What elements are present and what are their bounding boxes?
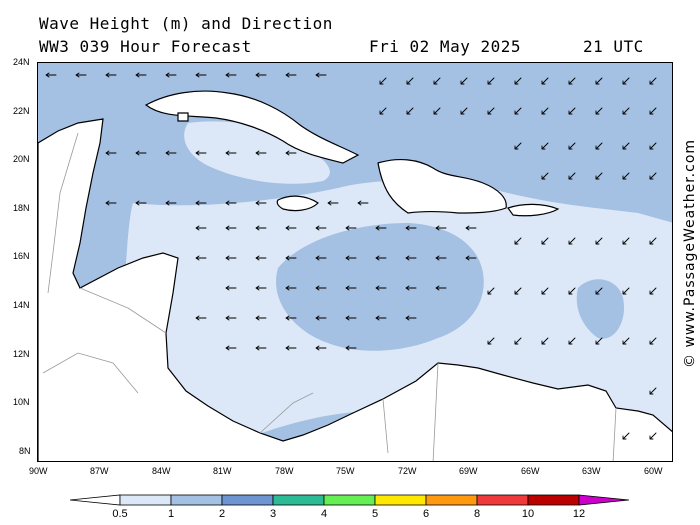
landmasses (38, 90, 672, 461)
direction-arrows (45, 72, 657, 440)
lon-tick-label: 63W (582, 466, 601, 476)
lon-tick-label: 84W (152, 466, 171, 476)
wave-field-1-2m-east (576, 279, 624, 339)
colorbar-segment (119, 494, 172, 506)
map-title: Wave Height (m) and Direction (39, 14, 333, 33)
lat-tick-label: 14N (13, 300, 30, 310)
colorbar-segment (323, 494, 376, 506)
wave-field-1-2m-central (276, 223, 484, 351)
colorbar-segment (272, 494, 325, 506)
direction-arrows-west-band (45, 72, 477, 351)
central-america-land (38, 118, 672, 461)
colorbar-label: 6 (422, 508, 430, 520)
lat-tick-label: 24N (13, 57, 30, 67)
colorbar-label: 1 (167, 508, 175, 520)
lon-tick-label: 69W (459, 466, 478, 476)
colorbar-label: 3 (269, 508, 277, 520)
wave-map (37, 62, 673, 462)
lon-tick-label: 60W (644, 466, 663, 476)
lat-tick-label: 18N (13, 203, 30, 213)
lat-tick-label: 20N (13, 154, 30, 164)
lon-tick-label: 72W (398, 466, 417, 476)
direction-arrows-southwest-band (379, 77, 657, 440)
lon-tick-label: 81W (213, 466, 232, 476)
colorbar-segment (527, 494, 580, 506)
colorbar-segment (170, 494, 223, 506)
lon-tick-label: 66W (521, 466, 540, 476)
colorbar-label: 2 (218, 508, 226, 520)
colorbar-segment (374, 494, 427, 506)
colorbar-label: 5 (371, 508, 379, 520)
wave-height-colorbar: 0.5 1 2 3 4 5 6 8 10 12 (0, 490, 700, 525)
colorbar-label: 10 (521, 508, 535, 520)
jamaica-island (276, 195, 319, 212)
colorbar-segment (221, 494, 274, 506)
isla-de-la-juventud (177, 112, 189, 122)
colorbar-above-max (578, 494, 630, 506)
cuba-island (144, 90, 360, 164)
lon-tick-label: 75W (336, 466, 355, 476)
colorbar-label: 4 (320, 508, 328, 520)
colorbar-below-min (69, 494, 121, 506)
colorbar-label: 8 (473, 508, 481, 520)
lat-tick-label: 10N (13, 397, 30, 407)
forecast-time: 21 UTC (583, 37, 644, 56)
model-run-label: WW3 039 Hour Forecast (39, 37, 252, 56)
country-borders (42, 132, 617, 461)
hispaniola-island (377, 158, 507, 214)
forecast-date: Fri 02 May 2025 (369, 37, 521, 56)
puerto-rico-island (507, 203, 560, 217)
lat-tick-label: 16N (13, 251, 30, 261)
colorbar-segment (476, 494, 529, 506)
colorbar-segment (425, 494, 478, 506)
lon-tick-label: 78W (275, 466, 294, 476)
lon-tick-label: 87W (90, 466, 109, 476)
colorbar-label: 0.5 (112, 508, 128, 520)
passageweather-credit: © www.PassageWeather.com (682, 138, 698, 368)
lat-tick-label: 8N (19, 446, 31, 456)
lon-tick-label: 90W (29, 466, 48, 476)
colorbar-label: 12 (572, 508, 586, 520)
lat-tick-label: 12N (13, 349, 30, 359)
lat-tick-label: 22N (13, 106, 30, 116)
